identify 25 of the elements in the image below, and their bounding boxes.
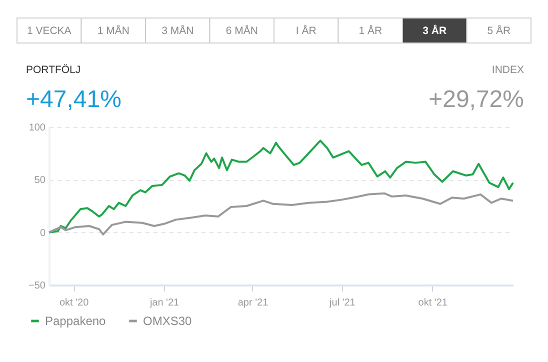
x-tick-label: jul '21	[328, 298, 356, 308]
text: +29,72%	[428, 86, 524, 113]
x-tick-label: okt '20	[60, 298, 90, 308]
y-tick-label: 50	[34, 175, 46, 186]
text: 5 ÅR	[487, 24, 511, 37]
text: 1 MÅN	[97, 24, 130, 37]
text: 3 MÅN	[162, 24, 194, 37]
line-series	[48, 192, 514, 236]
x-tick-label: jan '21	[148, 298, 180, 308]
line-series	[48, 140, 514, 234]
y-tick-label: −50	[28, 280, 46, 292]
x-tick-label: apr '21	[238, 298, 269, 308]
text: +47,41%	[26, 86, 122, 113]
legend-label: Pappakeno	[45, 314, 106, 328]
text: 1 ÅR	[358, 24, 382, 37]
x-tick-label: okt '21	[418, 298, 448, 308]
text: PORTFÖLJ	[26, 64, 81, 76]
text: 6 MÅN	[226, 24, 258, 37]
text: INDEX	[492, 64, 524, 76]
text: 1 VECKA	[26, 25, 72, 37]
text: I ÅR	[296, 24, 317, 37]
y-tick-label: 0	[40, 228, 46, 239]
y-tick-label: 100	[28, 122, 46, 134]
text: 3 ÅR	[422, 24, 447, 37]
legend-label: OMXS30	[143, 314, 192, 328]
